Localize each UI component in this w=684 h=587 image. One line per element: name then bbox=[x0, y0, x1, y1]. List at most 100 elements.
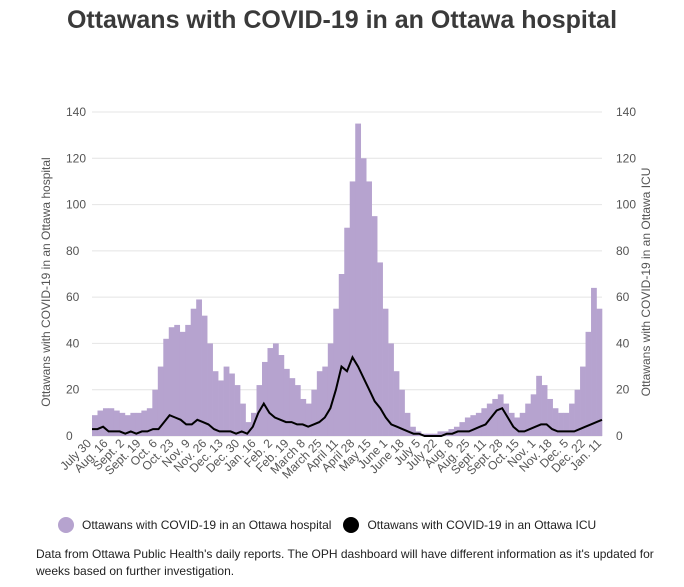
legend-item-icu[interactable]: Ottawans with COVID-19 in an Ottawa ICU bbox=[343, 517, 596, 533]
hospital-bar bbox=[289, 378, 296, 436]
y-tick-label-left: 40 bbox=[66, 336, 80, 350]
y-tick-label-right: 40 bbox=[616, 336, 630, 350]
hospital-bar bbox=[179, 331, 186, 436]
hospital-bar bbox=[135, 412, 142, 436]
hospital-bar bbox=[547, 398, 553, 436]
y-tick-label-left: 60 bbox=[66, 290, 80, 304]
hospital-bar bbox=[294, 385, 301, 436]
hospital-bar bbox=[399, 389, 405, 436]
y-axis-right: 0 20 40 60 80 100 120 140 bbox=[616, 105, 636, 443]
y-tick-label-right: 20 bbox=[616, 383, 630, 397]
hospital-bar bbox=[152, 389, 159, 436]
hospital-bar bbox=[426, 433, 433, 436]
hospital-bar bbox=[371, 216, 378, 436]
hospital-bar bbox=[360, 158, 367, 437]
hospital-bar bbox=[333, 308, 340, 436]
hospital-bar bbox=[300, 398, 307, 436]
hospital-bar bbox=[168, 327, 175, 436]
hospital-bar bbox=[278, 355, 285, 436]
hospital-bar bbox=[481, 408, 488, 436]
hospital-bar bbox=[185, 324, 192, 436]
hospital-bar bbox=[388, 343, 394, 436]
hospital-bar bbox=[311, 389, 318, 436]
y-tick-label-left: 140 bbox=[66, 105, 86, 119]
hospital-bar bbox=[393, 371, 400, 436]
hospital-bar bbox=[432, 433, 438, 436]
y-axis-label-right: Ottawans with COVID-19 in an Ottawa ICU bbox=[639, 168, 653, 397]
hospital-bar bbox=[585, 331, 592, 436]
y-tick-label-left: 120 bbox=[66, 151, 86, 165]
hospital-bar bbox=[514, 417, 521, 436]
hospital-bar bbox=[563, 412, 570, 436]
hospital-bar bbox=[229, 373, 235, 436]
y-axis-left: 0 20 40 60 80 100 120 140 bbox=[66, 105, 86, 443]
hospital-bar bbox=[262, 361, 268, 436]
y-tick-label-right: 80 bbox=[616, 244, 630, 258]
y-tick-label-right: 100 bbox=[616, 198, 636, 212]
hospital-bar bbox=[536, 375, 542, 436]
legend: Ottawans with COVID-19 in an Ottawa hosp… bbox=[58, 517, 608, 533]
hospital-bar bbox=[196, 299, 202, 436]
hospital-bar bbox=[338, 274, 345, 436]
hospital-bar bbox=[201, 315, 208, 436]
legend-label-hospital: Ottawans with COVID-19 in an Ottawa hosp… bbox=[82, 518, 332, 532]
hospital-bar bbox=[316, 371, 323, 436]
hospital-bar bbox=[146, 408, 153, 436]
source-note: Data from Ottawa Public Health's daily r… bbox=[36, 547, 654, 578]
hospital-bar bbox=[580, 366, 586, 436]
hospital-bar bbox=[404, 412, 411, 436]
hospital-bar bbox=[190, 308, 197, 436]
hospital-bar bbox=[108, 408, 115, 436]
hospital-bar bbox=[207, 343, 213, 436]
hospital-bar bbox=[218, 380, 224, 436]
hospital-bar bbox=[492, 398, 499, 436]
legend-item-hospital[interactable]: Ottawans with COVID-19 in an Ottawa hosp… bbox=[58, 517, 331, 533]
hospital-bar bbox=[382, 308, 389, 436]
legend-swatch-hospital bbox=[58, 517, 74, 533]
hospital-bar bbox=[541, 385, 548, 436]
hospital-bar bbox=[574, 389, 581, 436]
hospital-bar bbox=[437, 431, 444, 436]
hospital-bar bbox=[470, 415, 477, 436]
y-tick-label-left: 20 bbox=[66, 383, 80, 397]
hospital-bar bbox=[377, 262, 383, 436]
hospital-bar bbox=[525, 403, 532, 436]
icu-series-line bbox=[92, 355, 603, 437]
hospital-bar bbox=[267, 348, 274, 436]
hospital-bar bbox=[366, 181, 372, 436]
y-tick-label-right: 60 bbox=[616, 290, 630, 304]
y-tick-label-right: 120 bbox=[616, 151, 636, 165]
hospital-bar bbox=[305, 403, 312, 436]
hospital-bar bbox=[102, 408, 109, 436]
hospital-bar bbox=[519, 412, 526, 436]
hospital-bar bbox=[355, 123, 362, 437]
hospital-bar bbox=[464, 417, 471, 436]
hospital-bar bbox=[459, 422, 466, 436]
hospital-bar bbox=[283, 368, 290, 436]
hospital-bar bbox=[174, 324, 181, 436]
legend-swatch-icu bbox=[343, 517, 360, 533]
y-tick-label-left: 0 bbox=[66, 429, 73, 443]
hospital-bar bbox=[596, 308, 603, 436]
hospital-bar bbox=[503, 403, 510, 436]
hospital-bar bbox=[141, 410, 148, 436]
hospital-bar bbox=[245, 422, 252, 436]
hospital-bar bbox=[157, 366, 164, 436]
hospital-bar bbox=[97, 410, 104, 436]
hospital-bar bbox=[234, 385, 241, 436]
hospital-bar bbox=[124, 415, 131, 436]
hospital-bar bbox=[212, 371, 219, 436]
hospital-bar bbox=[92, 415, 98, 436]
hospital-bar bbox=[410, 426, 416, 436]
y-axis-label-left: Ottawans with COVID-19 in an Ottawa hosp… bbox=[39, 157, 53, 406]
hospital-bar bbox=[327, 343, 334, 436]
hospital-bar bbox=[569, 403, 575, 436]
chart-title: Ottawans with COVID-19 in an Ottawa hosp… bbox=[66, 6, 618, 34]
hospital-bar bbox=[119, 412, 126, 436]
hospital-bar bbox=[113, 410, 120, 436]
hospital-bar bbox=[475, 412, 482, 436]
hospital-bar bbox=[130, 412, 137, 436]
hospital-bar bbox=[223, 366, 230, 436]
